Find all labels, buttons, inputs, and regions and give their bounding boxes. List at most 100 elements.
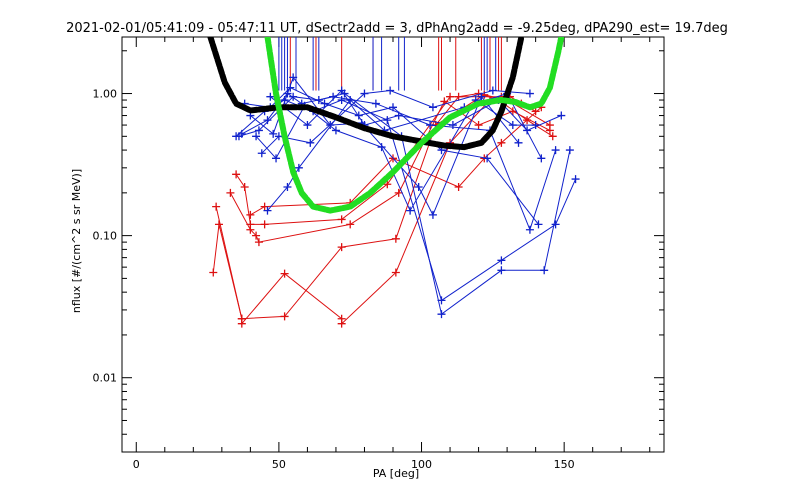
red-data-point: [497, 138, 506, 147]
red-data-point: [337, 319, 346, 328]
x-tick-label: 100: [411, 458, 432, 471]
blue-series-line: [238, 92, 571, 316]
blue-data-point: [257, 149, 266, 158]
blue-data-point: [497, 256, 506, 265]
blue-data-point: [303, 121, 312, 130]
blue-data-point: [394, 111, 403, 120]
blue-data-point: [237, 129, 246, 138]
red-data-point: [232, 170, 241, 179]
red-data-point: [446, 92, 455, 101]
black-model-curve: [207, 37, 525, 151]
red-data-point: [337, 215, 346, 224]
blue-data-point: [331, 126, 340, 135]
blue-data-point: [294, 163, 303, 172]
blue-data-point: [254, 126, 263, 135]
red-data-point: [280, 312, 289, 321]
red-data-point: [226, 188, 235, 197]
chart-title: 2021-02-01/05:41:09 - 05:47:11 UT, dSect…: [66, 21, 728, 36]
blue-data-point: [488, 86, 497, 95]
blue-series-line: [267, 92, 542, 211]
x-axis-label: PA [deg]: [373, 467, 419, 480]
blue-data-point: [514, 138, 523, 147]
red-data-point: [260, 220, 269, 229]
blue-data-point: [534, 220, 543, 229]
y-tick-label: 1.00: [93, 88, 118, 101]
plot-frame: [121, 36, 665, 453]
red-data-point: [346, 220, 355, 229]
red-data-point: [508, 107, 517, 116]
y-tick-label: 0.01: [93, 372, 118, 385]
blue-data-point: [252, 132, 261, 141]
red-data-point: [391, 234, 400, 243]
blue-data-point: [371, 99, 380, 108]
red-series-line: [250, 106, 542, 216]
red-data-point: [280, 269, 289, 278]
red-data-point: [394, 188, 403, 197]
x-tick-label: 0: [133, 458, 140, 471]
blue-data-point: [337, 96, 346, 105]
blue-data-point: [540, 266, 549, 275]
red-data-point: [391, 268, 400, 277]
blue-data-point: [551, 146, 560, 155]
red-data-point: [545, 121, 554, 130]
x-tick-label: 50: [272, 458, 286, 471]
green-model-curve: [264, 37, 565, 214]
blue-data-point: [571, 175, 580, 184]
blue-data-point: [551, 220, 560, 229]
red-data-point: [212, 202, 221, 211]
blue-data-point: [437, 310, 446, 319]
plot-area: 0 50 100 150 0.01 0.10 1.00: [93, 36, 665, 471]
blue-data-point: [525, 89, 534, 98]
red-data-point: [474, 121, 483, 130]
red-data-point: [240, 182, 249, 191]
blue-data-point: [306, 138, 315, 147]
red-data-point: [383, 180, 392, 189]
red-data-point: [237, 314, 246, 323]
red-data-point: [454, 182, 463, 191]
blue-data-point: [377, 143, 386, 152]
blue-data-point: [414, 182, 423, 191]
red-data-point: [254, 238, 263, 247]
red-data-point: [337, 243, 346, 252]
blue-data-point: [508, 121, 517, 130]
x-tick-label: 150: [554, 458, 575, 471]
blue-data-point: [386, 86, 395, 95]
blue-data-point: [269, 129, 278, 138]
blue-data-point: [426, 121, 435, 130]
blue-data-point: [263, 206, 272, 215]
red-data-point: [531, 107, 540, 116]
blue-data-point: [525, 225, 534, 234]
blue-data-point: [483, 154, 492, 163]
blue-data-point: [272, 154, 281, 163]
blue-data-point: [360, 89, 369, 98]
blue-data-point: [497, 266, 506, 275]
blue-data-point: [389, 103, 397, 112]
blue-data-point: [523, 126, 532, 135]
red-data-point: [214, 220, 223, 229]
y-tick-label: 0.10: [93, 230, 118, 243]
blue-data-point: [448, 121, 457, 130]
blue-data-point: [383, 116, 392, 125]
red-data-point: [209, 268, 218, 277]
blue-data-point: [266, 92, 275, 101]
blue-data-point: [283, 182, 292, 191]
blue-data-point: [289, 73, 298, 82]
blue-data-point: [289, 92, 298, 101]
data-layer: [207, 37, 580, 328]
blue-data-point: [337, 86, 346, 95]
red-data-point: [454, 92, 463, 101]
red-data-point: [523, 116, 532, 125]
red-data-point: [246, 210, 255, 219]
blue-data-point: [320, 99, 329, 108]
red-data-point: [252, 231, 261, 240]
blue-data-point: [406, 206, 415, 215]
y-axis-label: nflux [#/(cm^2 s sr MeV)]: [70, 169, 83, 313]
red-data-point: [246, 220, 255, 229]
blue-data-point: [428, 210, 437, 219]
blue-data-point: [263, 116, 272, 125]
blue-data-point: [557, 111, 566, 120]
blue-data-point: [565, 146, 574, 155]
red-data-point: [548, 132, 557, 141]
blue-data-point: [537, 154, 546, 163]
